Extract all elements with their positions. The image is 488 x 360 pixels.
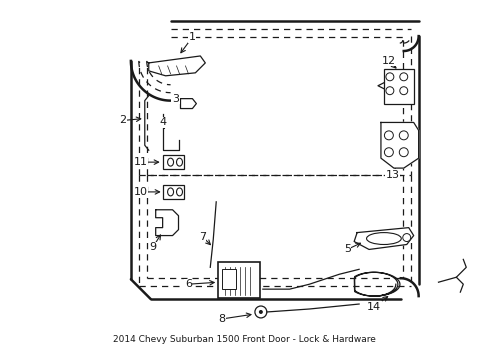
Circle shape: [258, 310, 263, 314]
Text: 11: 11: [134, 157, 147, 167]
Polygon shape: [380, 122, 418, 168]
FancyBboxPatch shape: [222, 269, 236, 289]
Text: 13: 13: [385, 170, 399, 180]
Text: 6: 6: [184, 279, 192, 289]
Text: 2: 2: [119, 116, 126, 126]
Polygon shape: [353, 228, 413, 249]
Text: 1: 1: [188, 32, 196, 42]
Polygon shape: [180, 99, 196, 109]
Text: 12: 12: [381, 56, 395, 66]
Text: 4: 4: [159, 117, 166, 127]
Text: 3: 3: [172, 94, 179, 104]
Polygon shape: [148, 56, 205, 76]
Text: 7: 7: [198, 231, 205, 242]
Text: 10: 10: [134, 187, 147, 197]
Text: 14: 14: [366, 302, 380, 312]
Circle shape: [254, 306, 266, 318]
Text: 5: 5: [343, 244, 350, 255]
FancyBboxPatch shape: [163, 155, 184, 169]
Text: 2014 Chevy Suburban 1500 Front Door - Lock & Hardware: 2014 Chevy Suburban 1500 Front Door - Lo…: [112, 335, 375, 344]
Polygon shape: [155, 210, 178, 235]
Text: 8: 8: [218, 314, 225, 324]
FancyBboxPatch shape: [383, 69, 413, 104]
FancyBboxPatch shape: [218, 262, 259, 298]
Text: 9: 9: [149, 243, 156, 252]
FancyBboxPatch shape: [163, 185, 184, 199]
Circle shape: [402, 234, 410, 242]
